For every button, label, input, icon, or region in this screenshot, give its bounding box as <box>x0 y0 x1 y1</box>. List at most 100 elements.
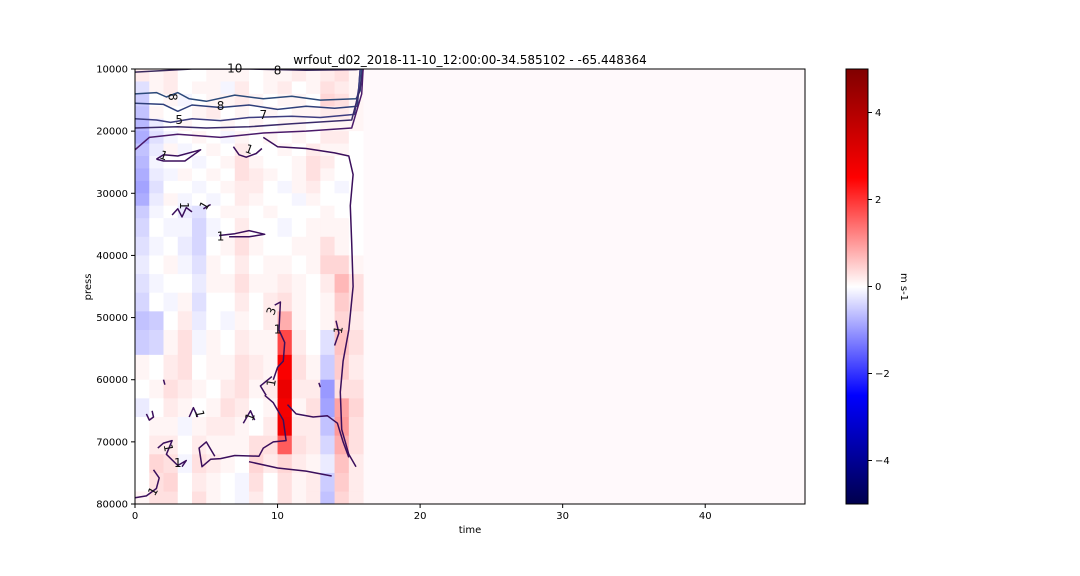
heatmap-cell <box>234 69 250 82</box>
heatmap-cell <box>220 435 236 455</box>
heatmap-cell <box>177 311 193 331</box>
heatmap-cell <box>306 454 321 474</box>
heatmap-cell <box>277 255 293 275</box>
heatmap-cell <box>291 491 307 504</box>
heatmap-cell <box>263 143 279 157</box>
heatmap-cell <box>149 330 165 356</box>
heatmap-cell <box>149 292 165 312</box>
y-tick-label: 50000 <box>96 313 128 324</box>
heatmap-cell <box>177 156 193 169</box>
heatmap-cell <box>163 168 179 182</box>
heatmap-cell <box>334 472 350 493</box>
heatmap-cell <box>234 218 250 238</box>
heatmap-cell <box>149 205 165 219</box>
heatmap-cell <box>220 143 236 157</box>
contour-line <box>333 320 340 346</box>
heatmap-cell <box>277 205 293 219</box>
heatmap-cell <box>291 131 307 145</box>
heatmap-cell <box>263 255 279 275</box>
heatmap-cell <box>277 398 293 418</box>
heatmap-cell <box>348 143 364 157</box>
contour-line <box>318 382 322 388</box>
heatmap-cell <box>348 379 364 399</box>
heatmap-cell <box>192 491 207 504</box>
contour-line <box>162 379 166 385</box>
heatmap-cell <box>291 205 307 219</box>
heatmap-cell <box>291 156 307 169</box>
heatmap-cell <box>192 131 207 145</box>
heatmap-cell <box>220 193 236 207</box>
heatmap-cell <box>177 454 193 474</box>
heatmap-cell <box>163 417 179 437</box>
heatmap-cell <box>177 93 193 107</box>
heatmap-cell <box>177 435 193 455</box>
heatmap-cell <box>177 417 193 437</box>
heatmap-cell <box>263 454 279 474</box>
heatmap-cell <box>334 180 350 194</box>
heatmap-cell <box>234 398 250 418</box>
contour-line <box>259 376 273 396</box>
heatmap-cell <box>220 131 236 145</box>
heatmap-cell <box>220 417 236 437</box>
contour-label: 1 <box>331 325 346 335</box>
contour-line <box>145 410 155 421</box>
heatmap-cell <box>334 168 350 182</box>
heatmap-cell <box>234 454 250 474</box>
heatmap-cell <box>177 330 193 356</box>
contour-line <box>135 469 160 499</box>
contour-line <box>272 301 286 380</box>
heatmap-cell <box>291 168 307 182</box>
heatmap-cell <box>291 236 307 256</box>
heatmap-cell <box>149 180 165 194</box>
heatmap-cell <box>149 236 165 256</box>
heatmap-cell <box>149 354 165 381</box>
heatmap-cell <box>306 193 321 207</box>
heatmap-cell <box>163 81 179 95</box>
heatmap-cell <box>163 491 179 504</box>
heatmap-cell <box>320 354 336 381</box>
heatmap-cell <box>249 236 264 256</box>
heatmap-cell <box>249 311 264 331</box>
heatmap-cell <box>320 156 336 169</box>
heatmap-cell <box>306 274 321 294</box>
contour-label: 1 <box>274 323 282 337</box>
heatmap-cell <box>149 417 165 437</box>
heatmap-cell <box>163 379 179 399</box>
colorbar-tick-label: 0 <box>875 282 881 293</box>
heatmap-cell <box>192 454 207 474</box>
heatmap-cell <box>220 118 236 132</box>
heatmap-cell <box>177 180 193 194</box>
heatmap-cell <box>263 330 279 356</box>
heatmap-cell <box>234 274 250 294</box>
heatmap-cell <box>206 330 222 356</box>
heatmap-cell <box>320 180 336 194</box>
heatmap-cell <box>320 205 336 219</box>
heatmap-cell <box>348 168 364 182</box>
heatmap-cell <box>334 193 350 207</box>
heatmap-cell <box>163 131 179 145</box>
heatmap-cell <box>192 417 207 437</box>
heatmap-cell <box>334 379 350 399</box>
heatmap-cell <box>220 292 236 312</box>
heatmap-cell <box>348 118 364 132</box>
heatmap-cell <box>220 255 236 275</box>
heatmap-cell <box>291 417 307 437</box>
heatmap-cell <box>291 218 307 238</box>
heatmap-cell <box>177 69 193 82</box>
heatmap-cell <box>206 354 222 381</box>
heatmap-cell <box>135 205 150 219</box>
heatmap-cell <box>163 454 179 474</box>
heatmap-cell <box>249 435 264 455</box>
heatmap-cell <box>306 131 321 145</box>
heatmap-cell <box>348 398 364 418</box>
heatmap-cell <box>234 379 250 399</box>
heatmap-cell <box>163 205 179 219</box>
heatmap-cell <box>149 81 165 95</box>
heatmap-cell <box>234 491 250 504</box>
heatmap-cell <box>234 205 250 219</box>
heatmap-cell <box>149 472 165 493</box>
heatmap-cell <box>192 472 207 493</box>
heatmap-cell <box>320 292 336 312</box>
heatmap-cell <box>291 379 307 399</box>
heatmap-cell <box>163 311 179 331</box>
